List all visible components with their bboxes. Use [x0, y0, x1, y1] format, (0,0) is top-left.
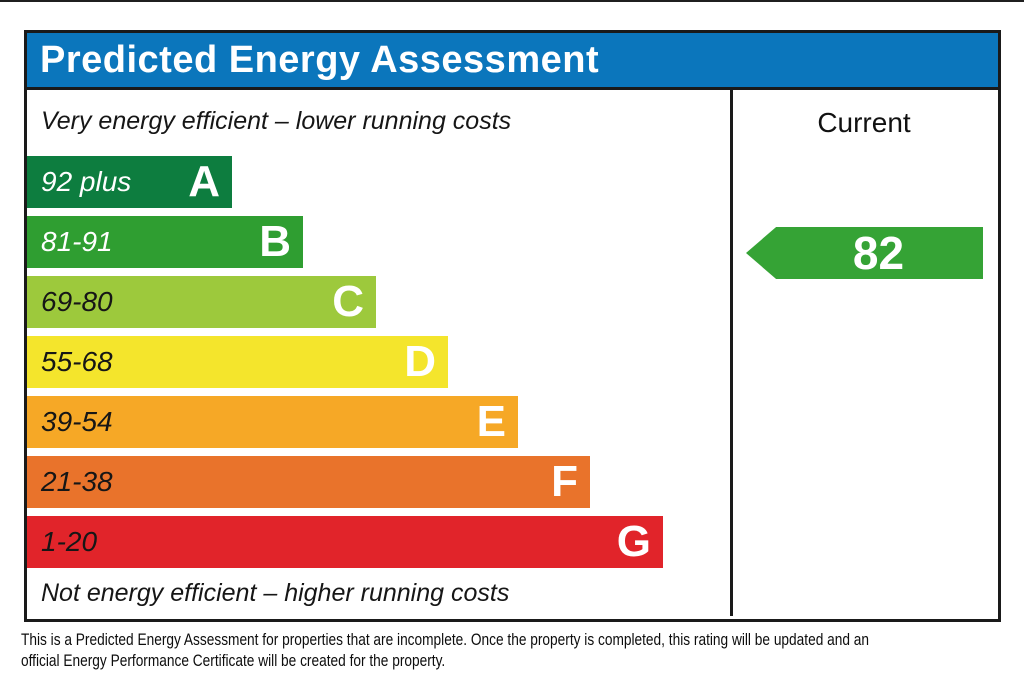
band-range-label: 92 plus [41, 166, 132, 197]
current-rating-value: 82 [852, 227, 905, 279]
footer-note: This is a Predicted Energy Assessment fo… [21, 630, 1024, 672]
band-letter: E [476, 397, 506, 446]
chart-content: Very energy efficient – lower running co… [27, 90, 998, 616]
page-title: Predicted Energy Assessment [40, 38, 600, 81]
band-letter: C [332, 277, 364, 326]
band-range-label: 55-68 [41, 346, 113, 377]
chart-header: Predicted Energy Assessment [27, 33, 998, 90]
band-letter: B [259, 217, 291, 266]
band-row-e: 39-54 E [27, 396, 518, 448]
band-row-g: 1-20 G [27, 516, 663, 568]
band-range-label: 1-20 [41, 526, 98, 557]
energy-assessment-chart: Predicted Energy Assessment Very energy … [24, 30, 1001, 622]
bands-list: 92 plus A 81-91 B 69-80 C 55-68 D 39-54 E 21-38 F 1-… [27, 156, 730, 568]
band-row-d: 55-68 D [27, 336, 448, 388]
footer-line-2: official Energy Performance Certificate … [21, 652, 446, 670]
bands-panel: Very energy efficient – lower running co… [27, 90, 730, 616]
page-top-rule [0, 0, 1024, 2]
band-row-a: 92 plus A [27, 156, 232, 208]
band-letter: A [188, 157, 220, 206]
current-rating-arrow: 82 [746, 227, 983, 279]
current-column-header: Current [817, 107, 911, 138]
band-range-label: 39-54 [41, 406, 113, 437]
band-range-label: 81-91 [41, 226, 113, 257]
bottom-caption: Not energy efficient – higher running co… [41, 579, 510, 607]
band-letter: D [404, 337, 436, 386]
band-letter: G [616, 517, 651, 566]
band-row-f: 21-38 F [27, 456, 590, 508]
band-row-c: 69-80 C [27, 276, 376, 328]
band-row-b: 81-91 B [27, 216, 303, 268]
band-range-label: 21-38 [41, 466, 113, 497]
footer-line-1: This is a Predicted Energy Assessment fo… [21, 631, 870, 649]
current-column: Current 82 [730, 90, 995, 616]
band-letter: F [551, 457, 578, 506]
top-caption: Very energy efficient – lower running co… [41, 107, 512, 135]
band-range-label: 69-80 [41, 286, 113, 317]
